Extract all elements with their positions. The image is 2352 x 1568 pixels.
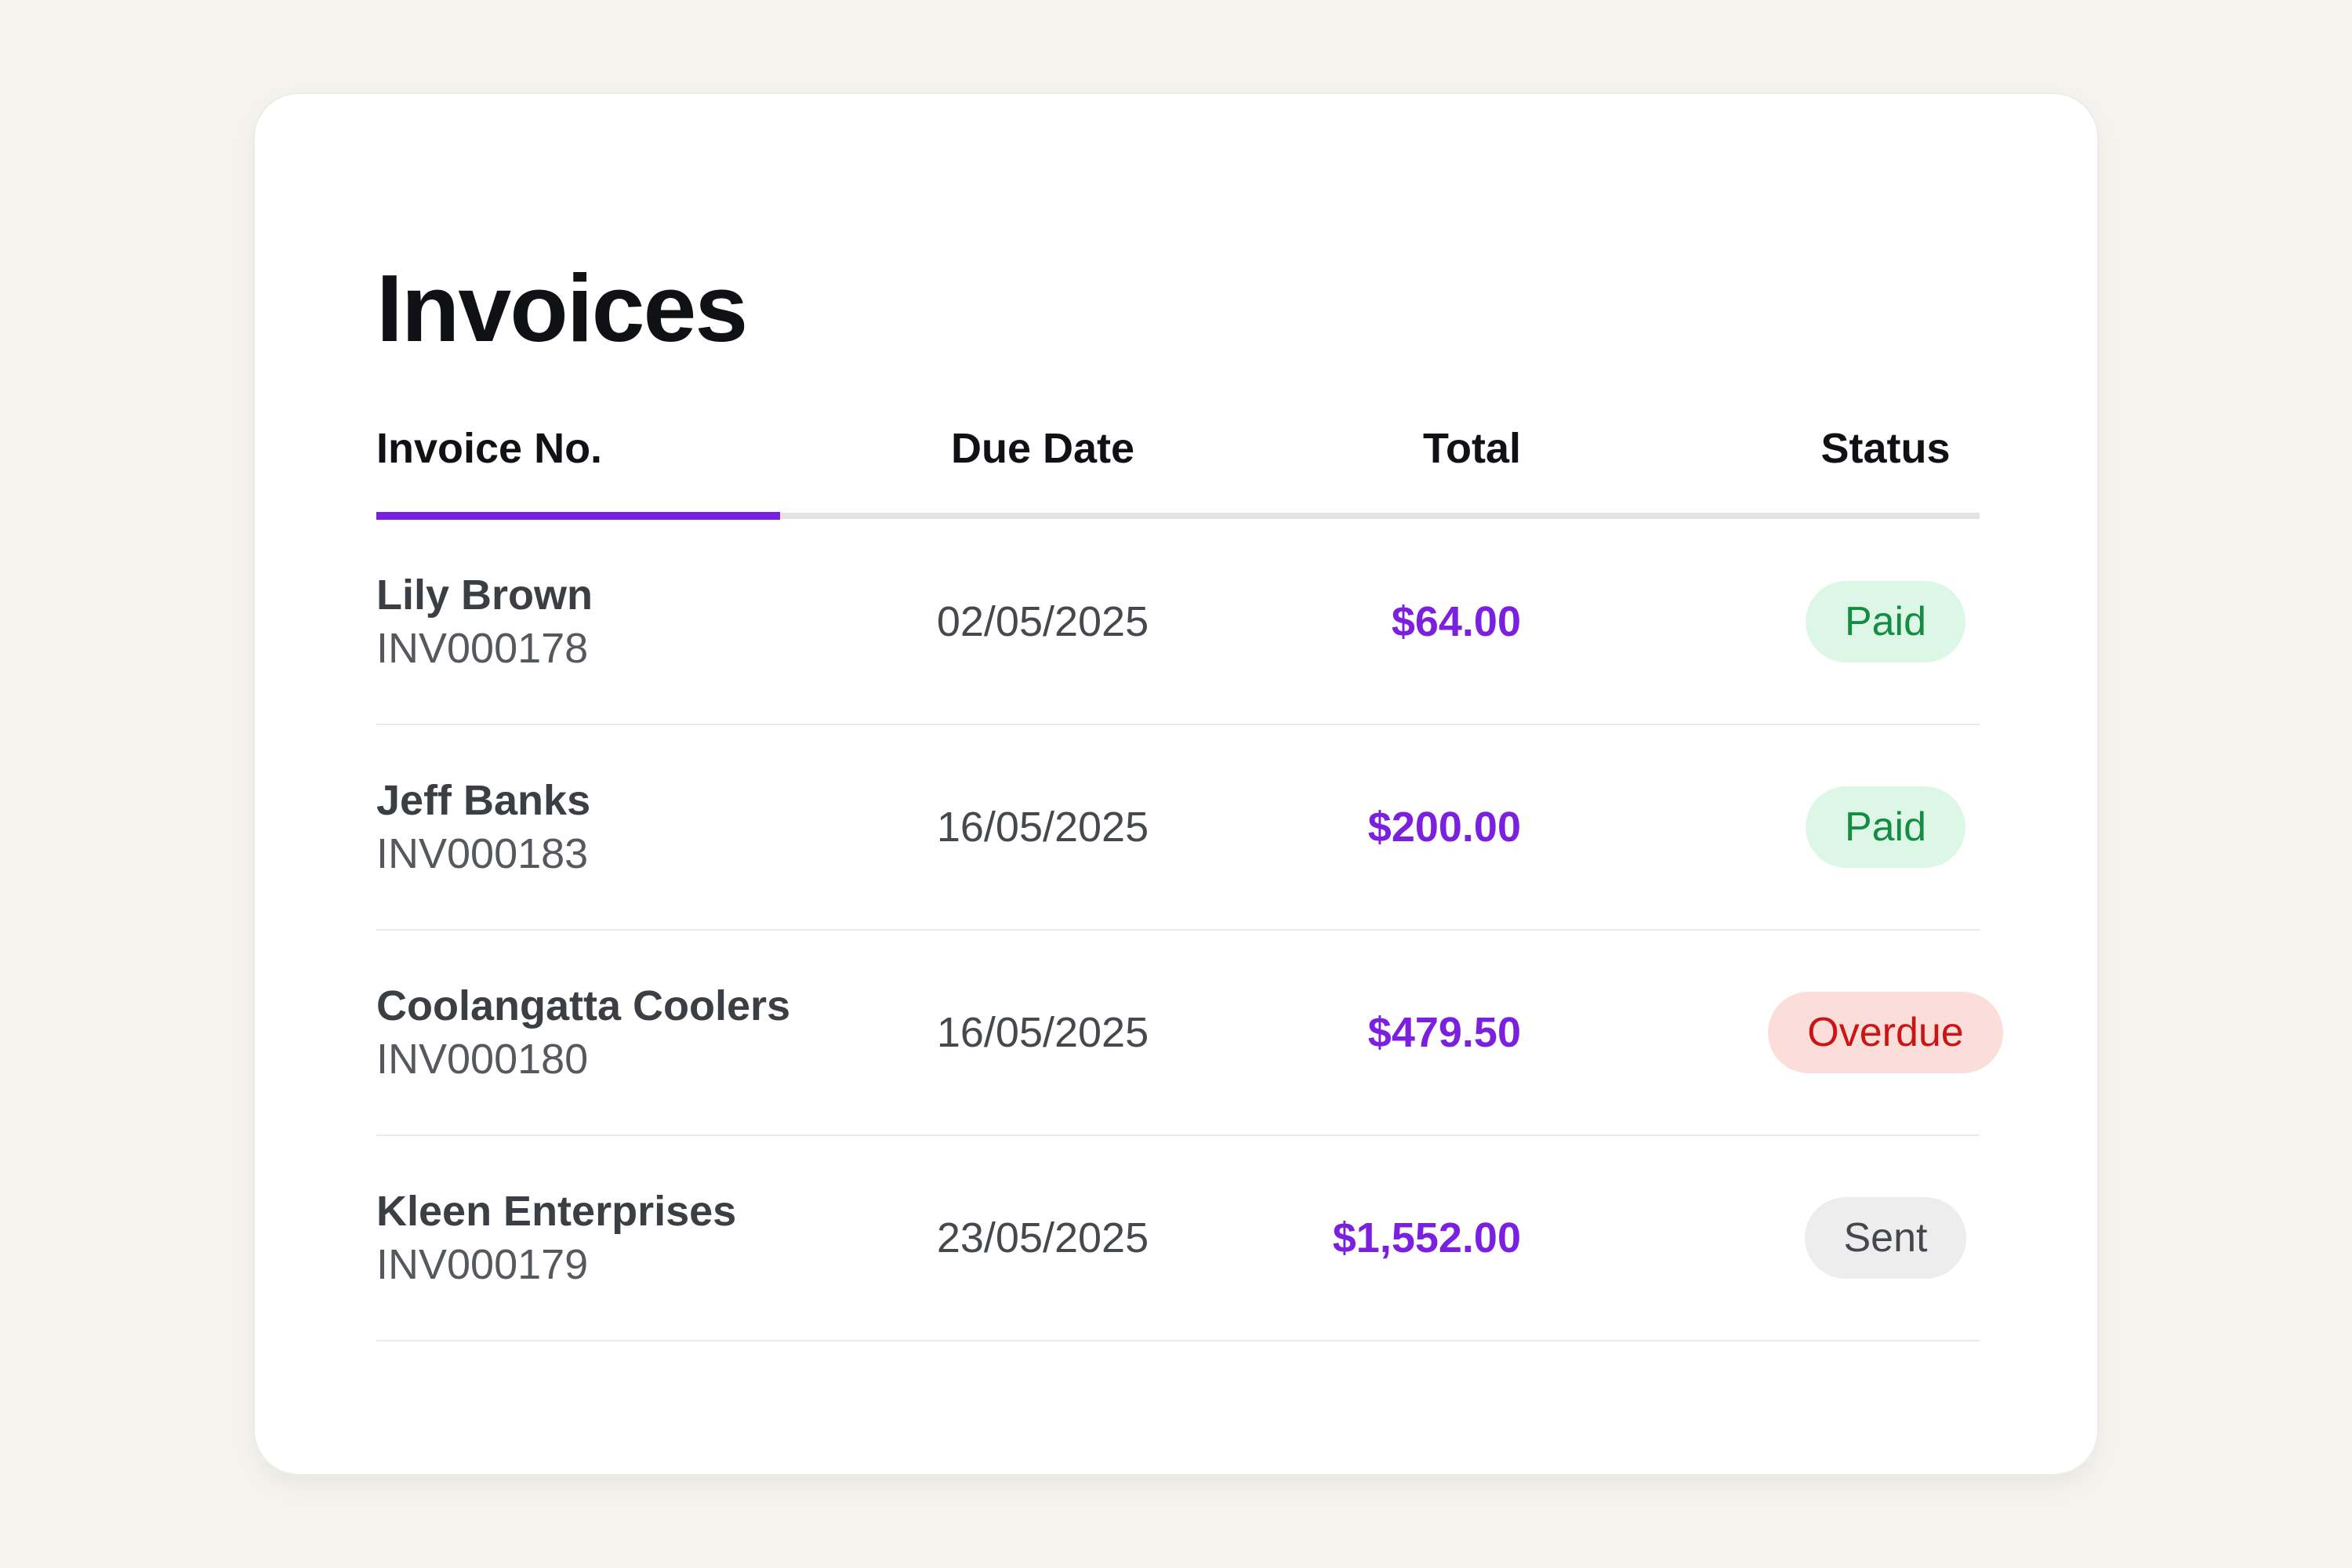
due-date: 16/05/2025: [936, 1008, 1149, 1056]
invoice-cell: Jeff Banks INV000183: [376, 774, 815, 880]
status-cell: Paid: [1791, 786, 1980, 868]
total-amount: $64.00: [1391, 597, 1521, 645]
table-row[interactable]: Kleen Enterprises INV000179 23/05/2025 $…: [376, 1136, 1980, 1341]
table-header-row: Invoice No. Due Date Total Status: [376, 423, 1980, 474]
customer-name: Lily Brown: [376, 571, 593, 619]
invoice-number: INV000178: [376, 624, 589, 672]
invoice-number: INV000180: [376, 1035, 589, 1083]
total-amount: $1,552.00: [1332, 1214, 1521, 1261]
column-header-total[interactable]: Total: [1423, 425, 1521, 472]
table-row[interactable]: Jeff Banks INV000183 16/05/2025 $200.00 …: [376, 725, 1980, 931]
status-cell: Overdue: [1768, 991, 2003, 1073]
total-amount: $200.00: [1367, 803, 1521, 851]
invoices-table: Invoice No. Due Date Total Status Lily B…: [376, 423, 2003, 1341]
status-badge: Sent: [1804, 1196, 1967, 1279]
invoice-cell: Coolangatta Coolers INV000180: [376, 979, 815, 1086]
invoice-cell: Kleen Enterprises INV000179: [376, 1185, 815, 1291]
column-header-due-date[interactable]: Due Date: [950, 425, 1135, 472]
table-row[interactable]: Coolangatta Coolers INV000180 16/05/2025…: [376, 931, 2003, 1136]
total-amount: $479.50: [1367, 1008, 1521, 1056]
status-badge: Paid: [1805, 580, 1966, 662]
status-cell: Sent: [1791, 1196, 1980, 1279]
page-title: Invoices: [376, 255, 748, 361]
invoice-cell: Lily Brown INV000178: [376, 568, 815, 675]
status-cell: Paid: [1791, 580, 1980, 662]
invoices-card: Invoices Invoice No. Due Date Total Stat…: [255, 94, 2097, 1474]
header-divider-line: [780, 512, 1980, 519]
active-column-underline: [376, 511, 780, 520]
due-date: 16/05/2025: [936, 803, 1149, 851]
header-divider: [376, 511, 1980, 520]
due-date: 23/05/2025: [936, 1214, 1149, 1261]
invoice-number: INV000183: [376, 829, 589, 877]
customer-name: Kleen Enterprises: [376, 1187, 737, 1235]
status-badge: Overdue: [1768, 991, 2003, 1073]
column-header-status[interactable]: Status: [1820, 425, 1951, 472]
due-date: 02/05/2025: [936, 597, 1149, 645]
invoice-number: INV000179: [376, 1240, 589, 1288]
column-header-invoice-no[interactable]: Invoice No.: [376, 425, 603, 472]
table-row[interactable]: Lily Brown INV000178 02/05/2025 $64.00 P…: [376, 520, 1980, 725]
status-badge: Paid: [1805, 786, 1966, 868]
customer-name: Jeff Banks: [376, 776, 591, 824]
customer-name: Coolangatta Coolers: [376, 982, 791, 1029]
